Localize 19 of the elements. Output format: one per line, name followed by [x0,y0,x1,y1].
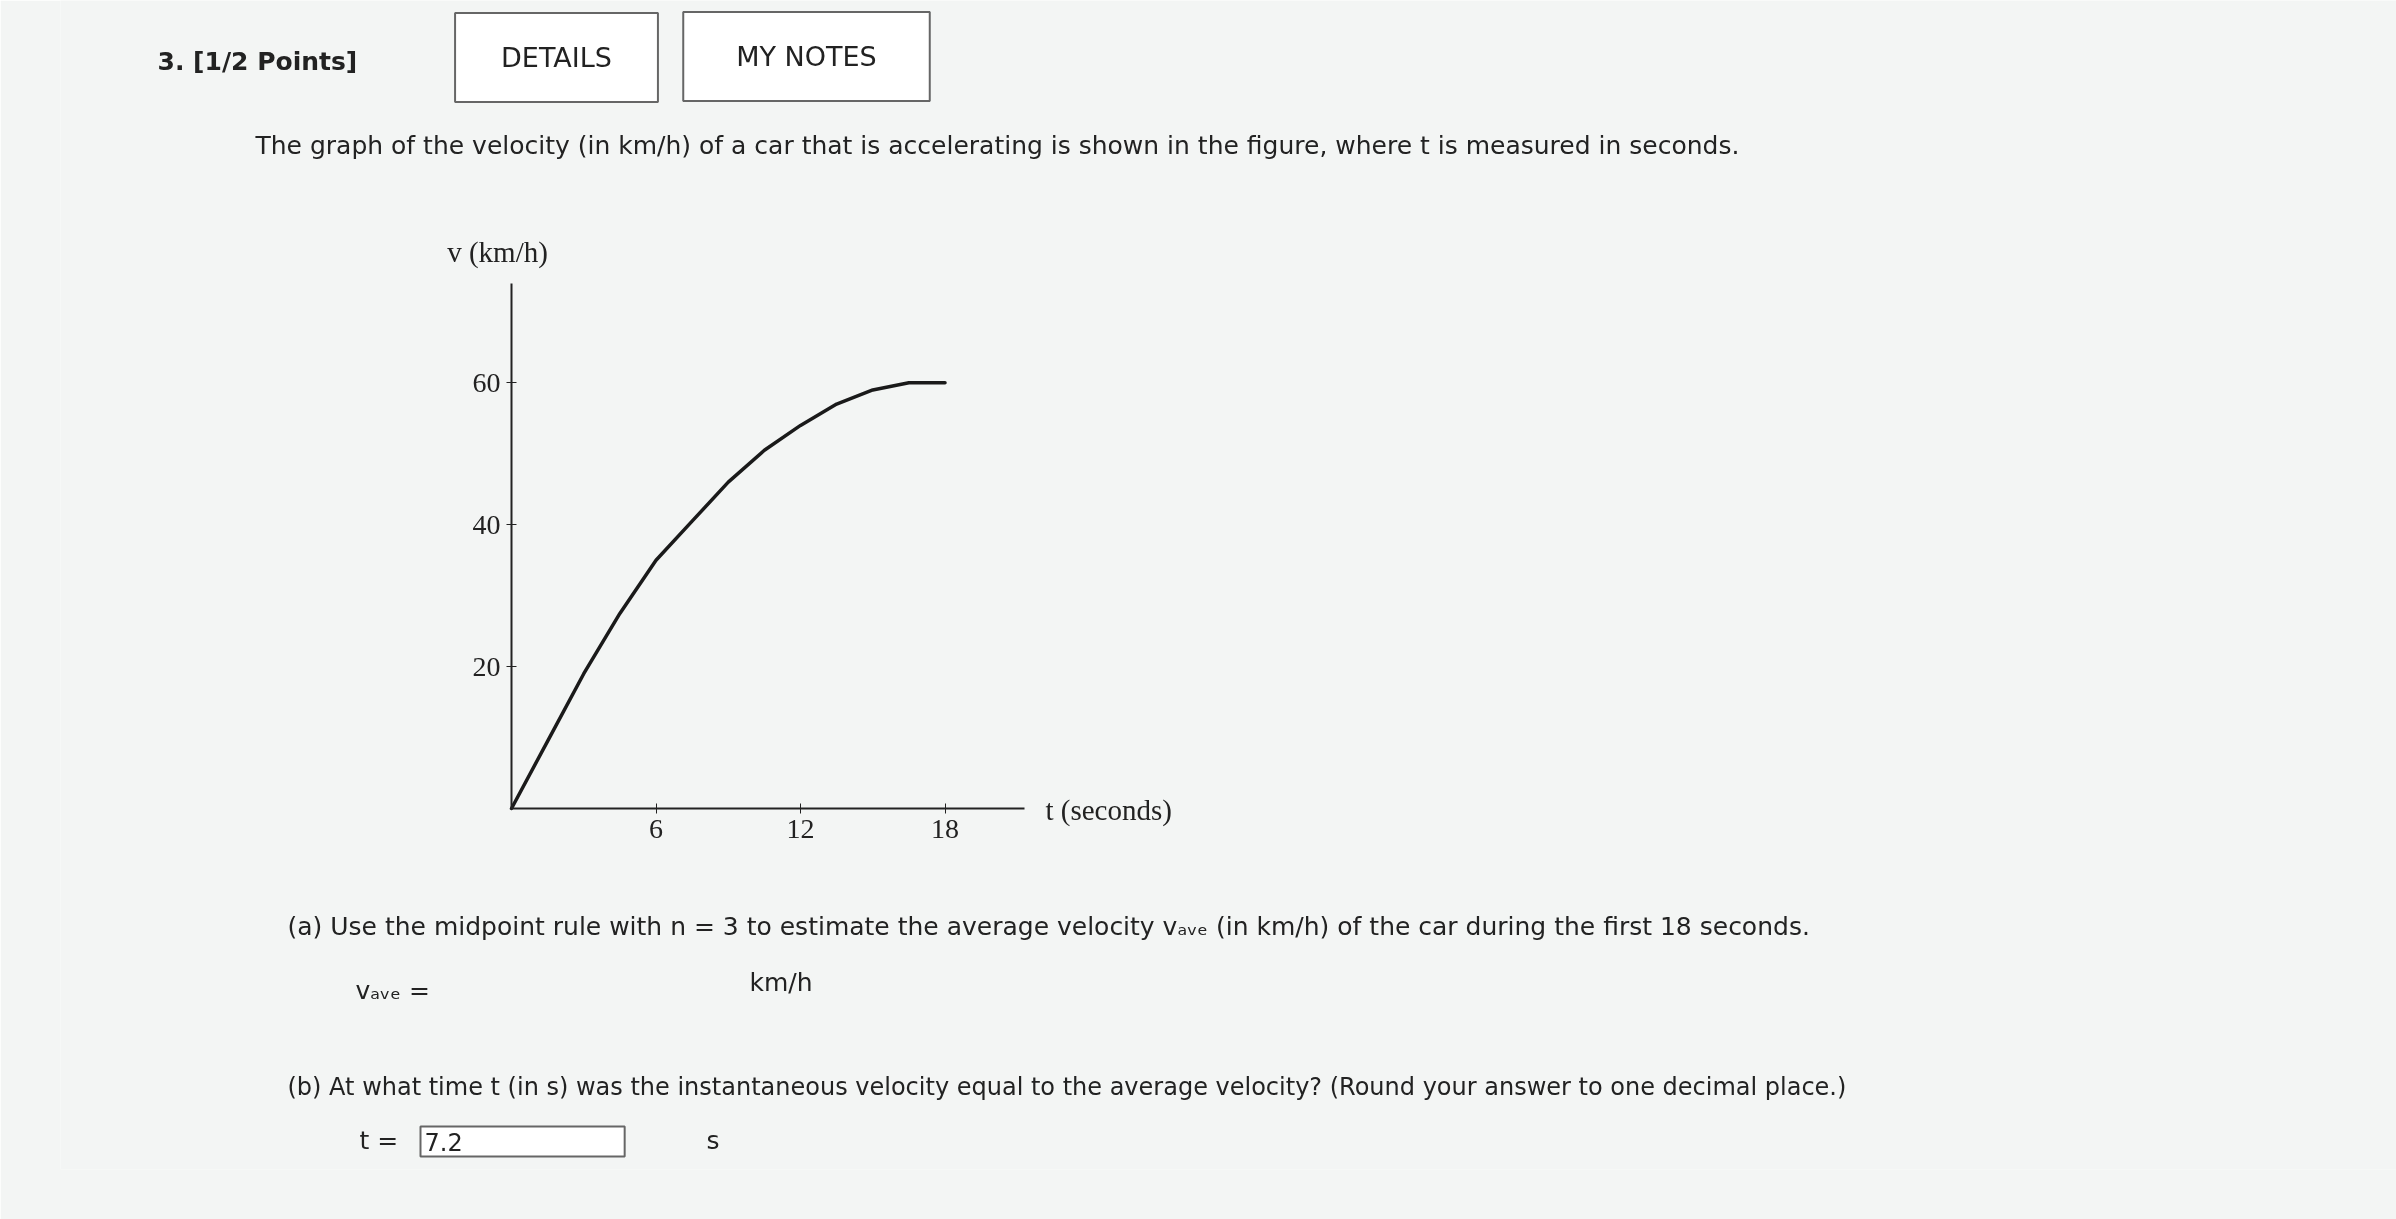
text: t = [359,1126,399,1155]
text: (a) Use the midpoint rule with n = 3 to estimate the average velocity vₐᵥₑ (in km/h) of the car during the first 18 seconds. [287,912,1810,941]
text: MY NOTES [736,41,877,72]
y-axis-title: v (km/h) [447,235,548,269]
x-axis-title: t (seconds) [1045,793,1172,827]
text: km/h [749,968,813,997]
text: (b) At what time t (in s) was the instantaneous velocity equal to the average velocity? (Round your answer to one decimal place.) [287,1072,1847,1101]
y-tick-label: 20 [472,650,501,682]
x-tick-label: 12 [786,812,815,844]
text: vₐᵥₑ = [355,976,430,1005]
text: 7.2 [424,1128,463,1157]
text: 3. [1/2 Points] [157,47,358,76]
x-tick-label: 6 [649,812,664,844]
text: s [706,1126,720,1155]
y-tick-label: 60 [472,366,501,398]
y-tick-label: 40 [472,508,501,540]
chart-title: The graph of the velocity (in km/h) of a car that is accelerating is shown in the figure, where t is measured in seconds. [254,131,1740,160]
x-tick-label: 18 [931,812,960,844]
text: DETAILS [501,42,612,73]
